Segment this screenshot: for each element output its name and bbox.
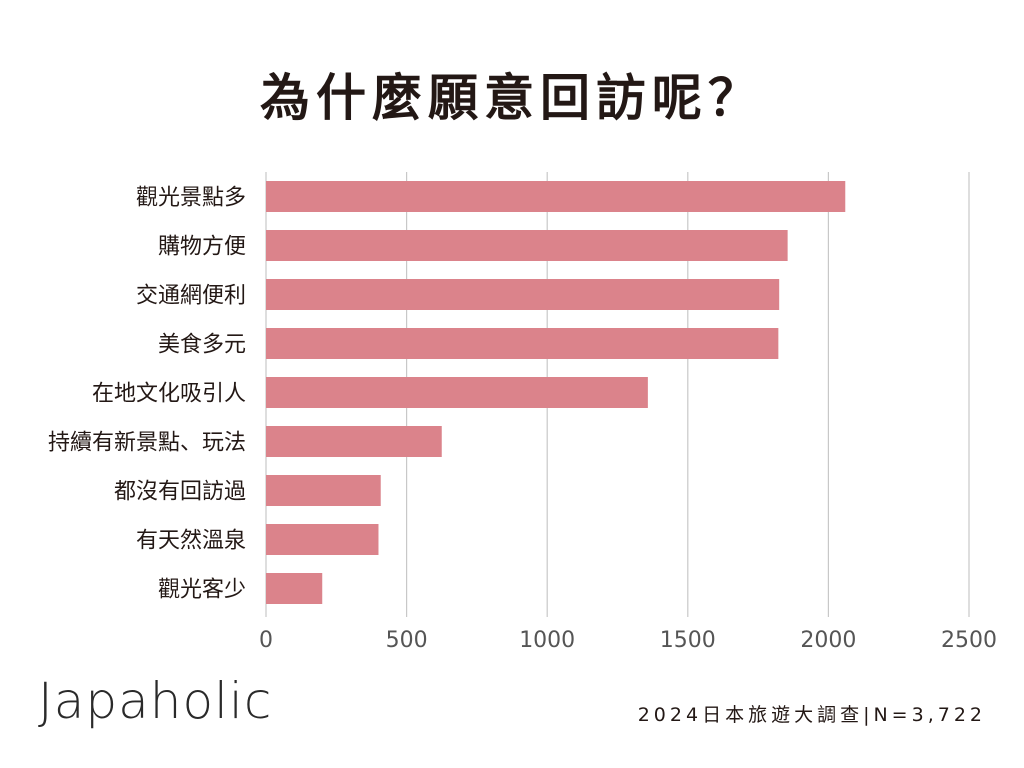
x-tick-label: 2000 xyxy=(800,628,856,653)
bar xyxy=(266,524,379,555)
x-tick-label: 500 xyxy=(386,628,428,653)
x-tick-label: 2500 xyxy=(941,628,997,653)
bar xyxy=(266,181,846,212)
category-label: 持續有新景點、玩法 xyxy=(48,431,246,456)
category-labels: 觀光景點多購物方便交通網便利美食多元在地文化吸引人持續有新景點、玩法都沒有回訪過… xyxy=(48,186,246,603)
category-label: 觀光景點多 xyxy=(136,186,246,211)
source-note: 2024日本旅遊大調查|N=3,722 xyxy=(637,704,986,726)
category-label: 在地文化吸引人 xyxy=(92,382,246,407)
category-label: 有天然溫泉 xyxy=(136,529,246,554)
category-label: 交通網便利 xyxy=(136,284,246,309)
page-title: 為什麼願意回訪呢？ xyxy=(260,69,764,127)
x-tick-label: 1500 xyxy=(660,628,716,653)
bar xyxy=(266,475,381,506)
bar xyxy=(266,426,442,457)
category-label: 觀光客少 xyxy=(158,578,246,603)
category-label: 美食多元 xyxy=(158,333,246,358)
brand-logo: Japaholic xyxy=(38,672,273,730)
category-label: 都沒有回訪過 xyxy=(114,480,246,505)
bar xyxy=(266,279,780,310)
x-tick-label: 1000 xyxy=(519,628,575,653)
bar xyxy=(266,230,788,261)
category-label: 購物方便 xyxy=(158,235,246,260)
bar xyxy=(266,573,323,604)
bar xyxy=(266,328,779,359)
bar xyxy=(266,377,648,408)
bars xyxy=(266,181,846,604)
x-tick-label: 0 xyxy=(259,628,273,653)
x-tick-labels: 0 500 1000 1500 2000 2500 xyxy=(259,628,997,653)
